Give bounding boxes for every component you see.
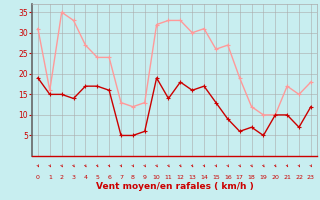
- X-axis label: Vent moyen/en rafales ( km/h ): Vent moyen/en rafales ( km/h ): [96, 182, 253, 191]
